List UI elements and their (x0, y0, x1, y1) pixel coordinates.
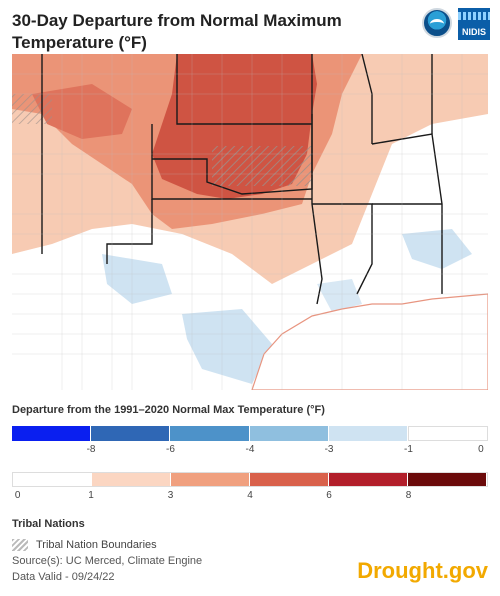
county-grid (12, 54, 488, 390)
pos-tick-1: 0 (14, 490, 21, 501)
neg-seg-3 (170, 426, 250, 441)
data-valid-text: Data Valid - 09/24/22 (12, 571, 115, 583)
tribal-hatch-nw (12, 94, 52, 124)
cool-east (402, 229, 472, 269)
pos-seg-6 (408, 473, 487, 486)
nidis-logo-text: NIDIS (461, 27, 486, 37)
cool-texas-south (182, 309, 272, 384)
neg-tick-6: 0 (478, 444, 484, 455)
pos-seg-4 (250, 473, 329, 486)
noaa-logo-icon[interactable] (422, 8, 452, 38)
logo-group: NIDIS (422, 8, 490, 40)
drought-gov-link[interactable]: Drought.gov (357, 558, 488, 583)
gulf-of-mexico (251, 293, 488, 390)
nidis-logo-icon[interactable]: NIDIS (458, 8, 490, 40)
positive-scale-ticks: 0 1 3 4 6 8 (12, 490, 488, 504)
pos-seg-1 (13, 473, 92, 486)
pos-seg-5 (329, 473, 408, 486)
neg-tick-4: -3 (324, 444, 334, 455)
cool-texas-west (102, 254, 172, 304)
pos-seg-2 (92, 473, 171, 486)
neg-seg-1 (12, 426, 92, 441)
tribal-label: Tribal Nation Boundaries (36, 539, 157, 551)
hatch-swatch-icon (12, 539, 28, 551)
neg-seg-5 (328, 426, 408, 441)
source-text: Source(s): UC Merced, Climate Engine (12, 555, 203, 567)
pos-tick-2: 1 (88, 490, 94, 501)
neg-tick-1: -8 (86, 444, 96, 455)
cool-gulf (317, 279, 362, 312)
pos-tick-3: 3 (167, 490, 174, 501)
neg-tick-5: -1 (404, 444, 413, 455)
neg-tick-3: -4 (245, 444, 255, 455)
negative-scale-ticks: -8 -6 -4 -3 -1 0 (12, 444, 488, 458)
pos-tick-5: 6 (326, 490, 332, 501)
pos-tick-6: 8 (405, 490, 412, 501)
legend-title: Departure from the 1991–2020 Normal Max … (12, 404, 325, 416)
tribal-hatch-oklahoma (212, 146, 312, 186)
temperature-departure-map (12, 54, 488, 390)
map-title: 30-Day Departure from Normal Maximum Tem… (12, 11, 342, 52)
pos-tick-4: 4 (247, 490, 253, 501)
negative-color-scale (12, 426, 489, 441)
neg-seg-6 (407, 426, 489, 441)
tribal-legend-row: Tribal Nation Boundaries (12, 539, 157, 551)
positive-color-scale (12, 472, 488, 487)
neg-seg-4 (249, 426, 329, 441)
noaa-bird-icon (430, 19, 444, 29)
neg-tick-2: -6 (166, 444, 175, 455)
neg-seg-2 (91, 426, 171, 441)
pos-seg-3 (171, 473, 250, 486)
tribal-heading: Tribal Nations (12, 518, 85, 530)
